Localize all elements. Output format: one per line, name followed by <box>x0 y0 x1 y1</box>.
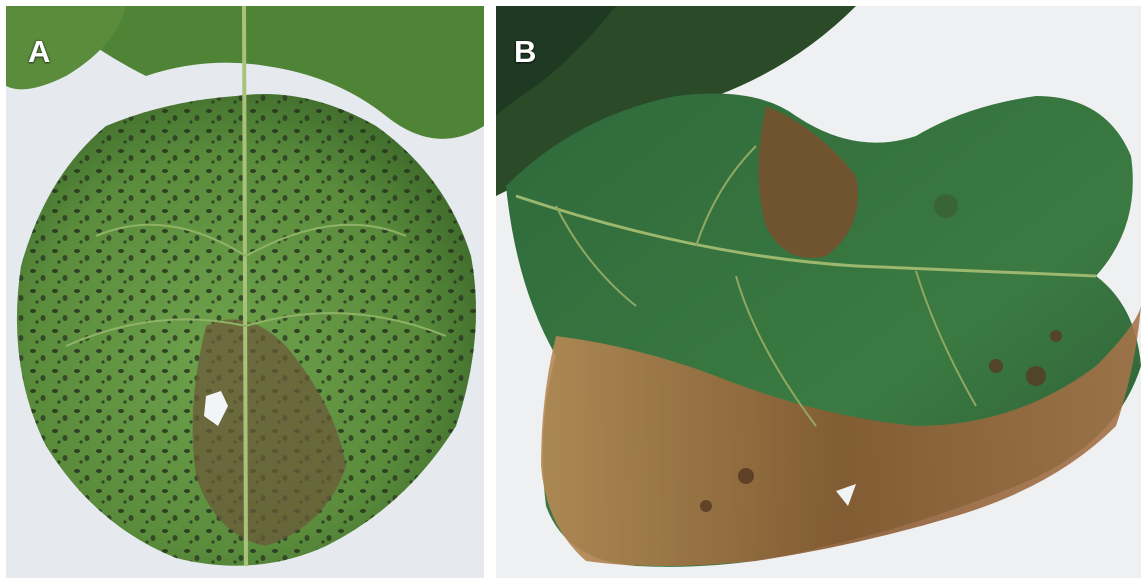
panel-label-b: B <box>514 34 537 69</box>
panel-label-a: A <box>28 34 51 69</box>
leaf-photo-b <box>496 6 1141 578</box>
leaf-photo-a <box>6 6 484 578</box>
panel-a: A <box>6 6 484 578</box>
panel-b: B <box>496 6 1141 578</box>
